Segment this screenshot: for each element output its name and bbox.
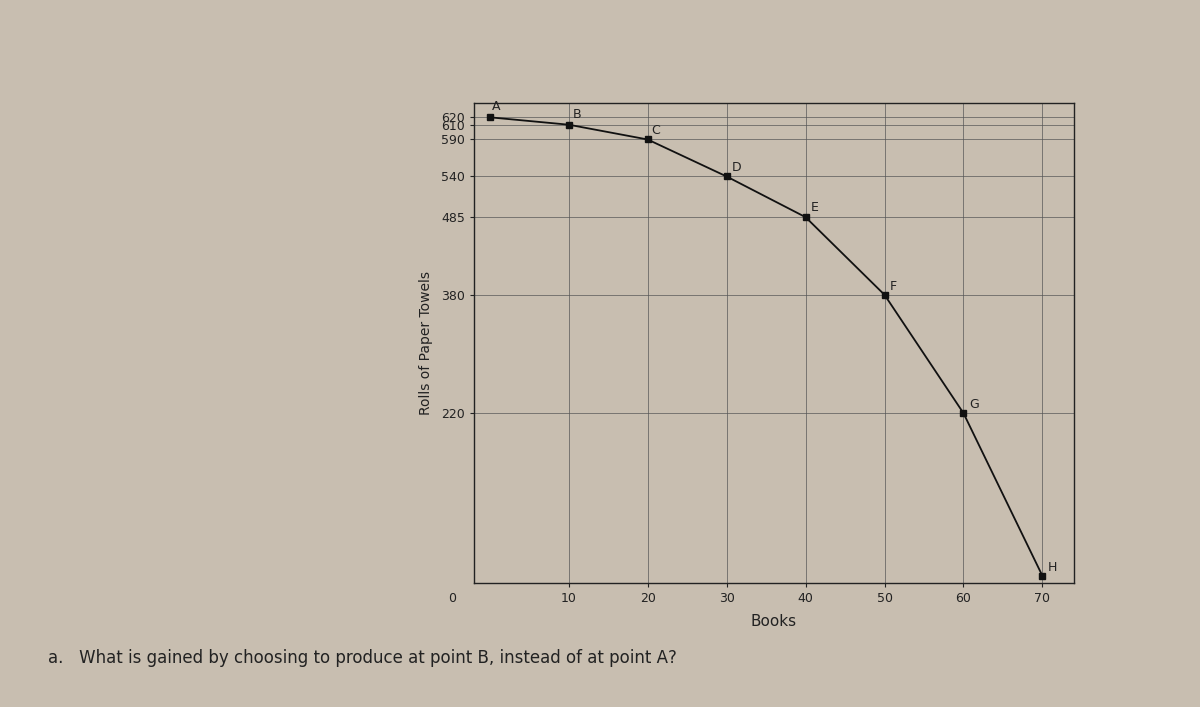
Text: G: G	[970, 398, 979, 411]
Text: E: E	[811, 201, 818, 214]
Text: D: D	[732, 160, 742, 173]
Text: B: B	[572, 108, 581, 121]
Text: F: F	[890, 279, 898, 293]
Text: C: C	[652, 124, 660, 136]
Y-axis label: Rolls of Paper Towels: Rolls of Paper Towels	[419, 271, 433, 415]
Text: 0: 0	[449, 592, 456, 605]
Text: A: A	[492, 100, 500, 113]
X-axis label: Books: Books	[751, 614, 797, 629]
Text: a.   What is gained by choosing to produce at point B, instead of at point A?: a. What is gained by choosing to produce…	[48, 648, 677, 667]
Text: H: H	[1048, 561, 1057, 573]
